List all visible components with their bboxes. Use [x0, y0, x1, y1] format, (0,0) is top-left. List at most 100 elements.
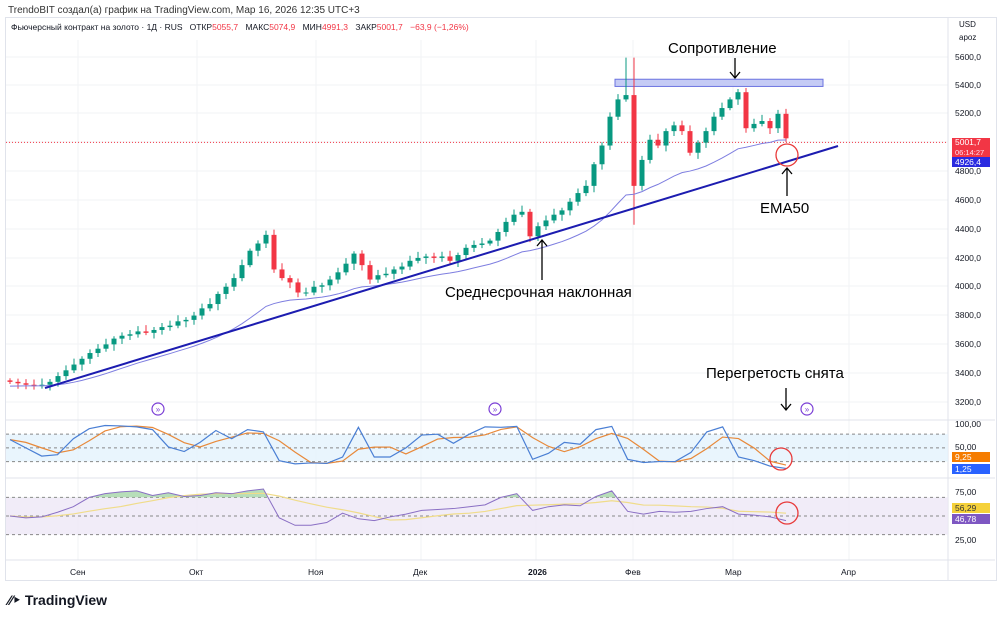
candle-body [367, 265, 373, 280]
candle-body [63, 370, 69, 377]
candle-body [735, 92, 741, 100]
candle-body [439, 256, 445, 258]
candle-body [383, 273, 389, 276]
candle-body [775, 113, 781, 129]
price-axis-label: 3200,0 [955, 397, 981, 407]
candle-body [719, 108, 725, 117]
price-axis-label: 3800,0 [955, 310, 981, 320]
candle-body [199, 308, 205, 316]
candle-body [415, 257, 421, 261]
price-axis-label: 3600,0 [955, 339, 981, 349]
signal-icon-glyph: » [805, 405, 810, 414]
open-label: ОТКР [189, 22, 213, 32]
resistance-arrow-head [729, 71, 741, 80]
stoch-marker [769, 447, 793, 471]
candle-body [479, 243, 485, 245]
ema-price-tag: 4926,4 [952, 157, 990, 167]
low-value: 4991,3 [321, 22, 348, 32]
candle-body [423, 256, 429, 258]
tradingview-logo[interactable]: ⁄⁄‣ TradingView [8, 592, 107, 609]
candle-body [495, 231, 501, 241]
time-axis-label: Мар [725, 567, 742, 577]
candle-body [319, 285, 325, 287]
candle-body [471, 244, 477, 248]
price-axis-label: 5600,0 [955, 52, 981, 62]
candle-body [487, 240, 493, 244]
rsi-ma-tag: 56,29 [952, 503, 990, 513]
candle-body [463, 247, 469, 256]
price-axis-label: 4400,0 [955, 224, 981, 234]
candle-body [15, 381, 21, 384]
signal-icon [488, 402, 502, 416]
time-axis-label: 2026 [528, 567, 547, 577]
candle-body [759, 121, 765, 124]
candle-body [295, 282, 301, 293]
price-axis-label: 4600,0 [955, 195, 981, 205]
time-axis-label: Сен [70, 567, 86, 577]
candle-body [671, 125, 677, 132]
candle-body [527, 211, 533, 237]
candle-body [255, 243, 261, 251]
candle-body [503, 221, 509, 232]
candle-body [543, 220, 549, 227]
time-axis-label: Апр [841, 567, 856, 577]
candle-body [167, 325, 173, 328]
currency-selector[interactable]: USD apoz [953, 20, 989, 50]
high-label: МАКС [245, 22, 270, 32]
price-axis-label: 5200,0 [955, 108, 981, 118]
symbol-name[interactable]: Фьючерсный контракт на золото · 1Д · RUS [11, 22, 183, 32]
candle-body [391, 269, 397, 274]
price-axis-label: 5400,0 [955, 80, 981, 90]
ema50-label: EMA50 [760, 200, 809, 217]
trendline-arrow-head [536, 238, 548, 247]
stoch-d-line [9, 425, 787, 466]
stoch-k-line [9, 424, 787, 470]
candle-body [511, 214, 517, 222]
trendline-label: Среднесрочная наклонная [445, 284, 632, 301]
ema-touch-marker [775, 143, 799, 167]
candle-body [207, 304, 213, 309]
candle-body [159, 327, 165, 330]
candle-body [239, 265, 245, 279]
candle-body [111, 338, 117, 345]
candle-body [359, 253, 365, 266]
bar-countdown: 06:14:27 [955, 147, 985, 157]
change-value: −63,9 (−1,26%) [410, 22, 469, 32]
candle-body [327, 279, 333, 286]
time-axis-label: Окт [189, 567, 204, 577]
candle-body [143, 331, 149, 333]
candle-body [711, 116, 717, 132]
rsi-axis-label: 25,00 [955, 535, 977, 545]
close-value: 5001,7 [376, 22, 403, 32]
candle-body [183, 319, 189, 322]
signal-icon [151, 402, 165, 416]
candle-body [303, 292, 309, 294]
logo-text: TradingView [24, 592, 108, 608]
signal-icon [800, 402, 814, 416]
candle-body [407, 260, 413, 267]
candle-body [575, 193, 581, 202]
candle-body [175, 321, 181, 326]
candle-body [783, 113, 789, 139]
candle-body [79, 358, 85, 365]
resistance-zone [614, 78, 824, 87]
overheat-label: Перегретость снята [706, 365, 844, 382]
candle-body [687, 131, 693, 153]
candle-body [727, 99, 733, 109]
candle-body [447, 256, 453, 261]
candle-body [151, 329, 157, 333]
candle-body [535, 226, 541, 237]
candle-body [455, 255, 461, 261]
logo-icon: ⁄⁄‣ [8, 592, 25, 608]
candle-body [335, 272, 341, 280]
candle-body [375, 275, 381, 280]
candle-body [591, 164, 597, 186]
currency-unit: apoz [959, 33, 977, 42]
chart-credit: TrendoBIT создал(а) график на TradingVie… [8, 5, 360, 16]
rsi-marker [775, 501, 799, 525]
candle-body [103, 344, 109, 349]
candle-body [655, 139, 661, 146]
price-axis-label: 4800,0 [955, 166, 981, 176]
